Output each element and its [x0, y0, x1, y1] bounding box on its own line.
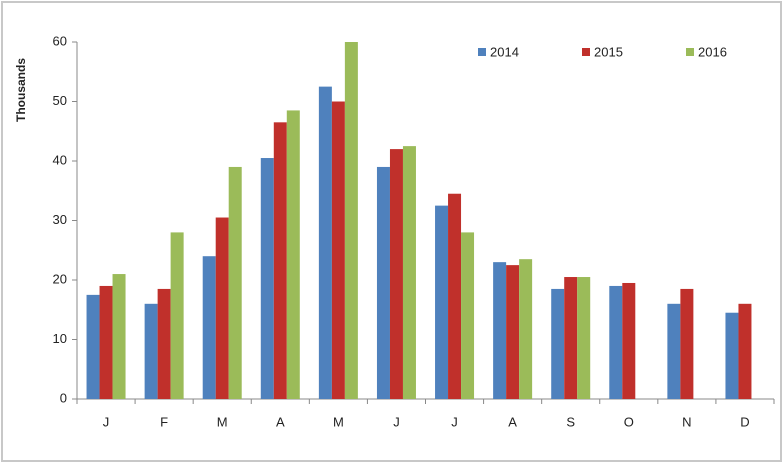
bar — [738, 303, 752, 399]
y-tick-label: 20 — [53, 271, 67, 286]
bar — [331, 101, 345, 399]
y-tick-label: 0 — [60, 390, 67, 405]
bar — [86, 294, 100, 399]
bar — [202, 256, 216, 399]
bar — [551, 288, 565, 399]
bar — [273, 122, 287, 399]
bar — [448, 193, 462, 399]
bar — [144, 303, 158, 399]
x-tick-label: M — [333, 414, 344, 429]
x-tick-label: M — [217, 414, 228, 429]
x-tick-label: J — [393, 414, 400, 429]
bar — [170, 232, 184, 399]
bar — [157, 288, 171, 399]
bar — [609, 285, 623, 399]
bar — [667, 303, 681, 399]
bar — [228, 166, 242, 399]
bar — [389, 149, 403, 399]
x-tick-label: F — [160, 414, 168, 429]
legend-swatch — [582, 48, 590, 56]
bar — [577, 277, 591, 399]
y-axis-label: Thousands — [14, 58, 28, 122]
x-tick-label: J — [451, 414, 458, 429]
bar — [622, 282, 636, 399]
bar — [725, 312, 739, 399]
bar — [461, 232, 475, 399]
x-tick-label: O — [624, 414, 634, 429]
bar — [99, 285, 113, 399]
bar — [344, 42, 358, 399]
bar — [506, 265, 520, 399]
bar — [260, 158, 274, 399]
x-tick-label: A — [508, 414, 517, 429]
legend-swatch — [686, 48, 694, 56]
y-tick-label: 40 — [53, 152, 67, 167]
bar — [564, 277, 578, 399]
legend-label: 2015 — [594, 44, 623, 59]
x-tick-label: S — [566, 414, 575, 429]
x-tick-label: N — [682, 414, 691, 429]
x-tick-label: J — [103, 414, 110, 429]
bar — [402, 146, 416, 399]
x-tick-label: A — [276, 414, 285, 429]
y-tick-label: 60 — [53, 33, 67, 48]
bar — [112, 274, 126, 399]
bar — [493, 262, 507, 399]
y-tick-label: 50 — [53, 93, 67, 108]
legend-label: 2014 — [490, 44, 519, 59]
bar — [376, 166, 390, 399]
bar — [215, 217, 229, 399]
bar — [680, 288, 694, 399]
bar — [519, 259, 533, 399]
y-tick-label: 10 — [53, 331, 67, 346]
bar — [286, 110, 300, 400]
legend-swatch — [478, 48, 486, 56]
legend-label: 2016 — [698, 44, 727, 59]
x-tick-label: D — [740, 414, 749, 429]
bar — [435, 205, 449, 399]
y-tick-label: 30 — [53, 212, 67, 227]
bar — [318, 86, 332, 399]
